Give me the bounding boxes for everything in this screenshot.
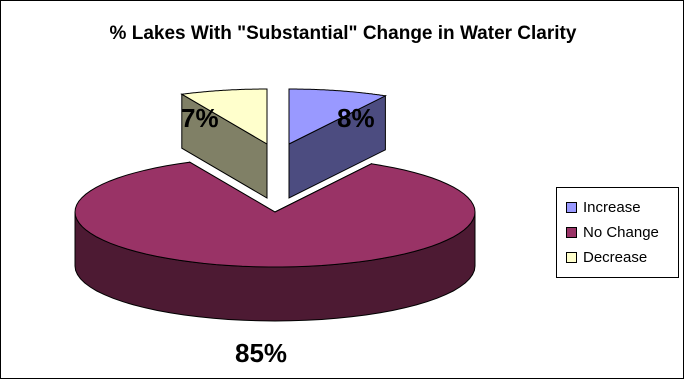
chart-legend: Increase No Change Decrease (556, 187, 679, 278)
data-label-decrease: 7% (181, 103, 219, 133)
legend-swatch-increase (566, 202, 577, 213)
slice-no-change (75, 162, 475, 267)
data-label-no-change: 85% (235, 338, 287, 368)
data-label-increase: 8% (337, 103, 375, 133)
legend-swatch-decrease (566, 252, 577, 263)
legend-item-decrease: Decrease (566, 247, 647, 267)
legend-label-increase: Increase (583, 199, 641, 216)
legend-swatch-no-change (566, 227, 577, 238)
legend-item-increase: Increase (566, 197, 641, 217)
legend-label-no-change: No Change (583, 224, 659, 241)
legend-item-no-change: No Change (566, 222, 659, 242)
legend-label-decrease: Decrease (583, 249, 647, 266)
chart-title: % Lakes With "Substantial" Change in Wat… (93, 21, 593, 47)
